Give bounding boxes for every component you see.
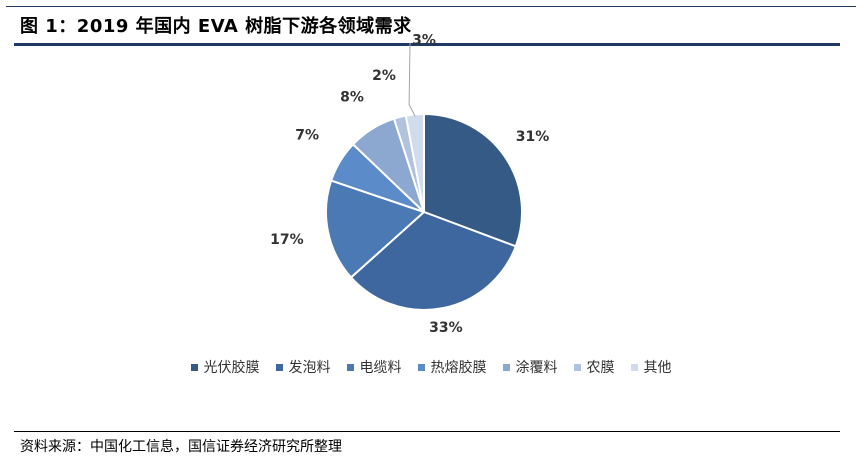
legend-label-5: 涂覆料: [515, 360, 558, 376]
legend-item-7: 其他: [630, 357, 672, 377]
legend-swatch-1: [190, 363, 198, 371]
figure-source: 资料来源：中国化工信息，国信证券经济研究所整理: [20, 439, 342, 455]
legend-label-1: 光伏胶膜: [203, 360, 260, 376]
legend-item-3: 电缆料: [346, 357, 402, 377]
legend-swatch-6: [573, 363, 581, 371]
data-label-5: 8%: [340, 90, 364, 106]
legend-swatch-5: [502, 363, 510, 371]
data-label-3: 17%: [270, 232, 304, 248]
legend-item-6: 农膜: [573, 357, 615, 377]
legend-swatch-3: [346, 363, 354, 371]
legend-label-6: 农膜: [586, 360, 615, 376]
pie-slice-3: [325, 179, 426, 279]
chart-legend: 光伏胶膜 发泡料 电缆料 热熔胶膜 涂覆料 农膜 其他: [0, 357, 862, 377]
title-underline: [14, 43, 840, 46]
figure-title: 图 1：2019 年国内 EVA 树脂下游各领域需求: [20, 16, 412, 37]
legend-label-7: 其他: [643, 360, 672, 376]
legend-item-1: 光伏胶膜: [190, 357, 260, 377]
top-border-line: [6, 6, 856, 7]
data-label-6: 2%: [372, 68, 396, 84]
leader-line-other: [408, 42, 416, 117]
legend-item-2: 发泡料: [275, 357, 331, 377]
pie-slice-1: [423, 112, 523, 248]
data-label-2: 33%: [429, 320, 463, 336]
legend-label-3: 电缆料: [359, 360, 402, 376]
legend-swatch-2: [275, 363, 283, 371]
legend-swatch-4: [417, 363, 425, 371]
data-label-4: 7%: [295, 128, 319, 144]
legend-label-2: 发泡料: [288, 360, 331, 376]
legend-swatch-7: [630, 363, 638, 371]
legend-item-4: 热熔胶膜: [417, 357, 487, 377]
source-divider: [14, 431, 840, 432]
pie-slice-2: [349, 210, 518, 311]
data-label-1: 31%: [516, 129, 550, 145]
data-label-7: 3%: [412, 33, 436, 49]
legend-item-5: 涂覆料: [502, 357, 558, 377]
pie-slice-7: [404, 112, 425, 213]
legend-label-4: 热熔胶膜: [430, 360, 487, 376]
